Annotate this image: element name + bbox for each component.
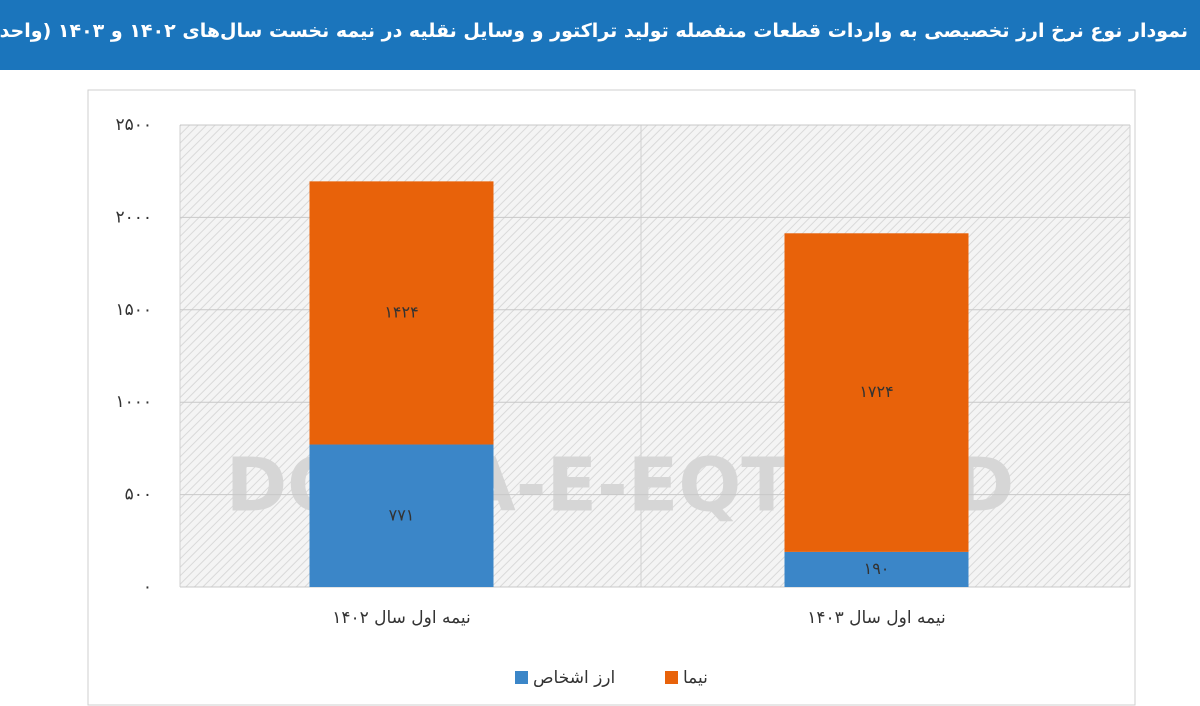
chart-title: نمودار نوع نرخ ارز تخصیصی به واردات قطعا… <box>0 0 1200 70</box>
bar-segment <box>309 181 494 445</box>
data-label: ۷۷۱ <box>389 505 415 524</box>
x-tick-label: نیمه اول سال ۱۴۰۳ <box>807 608 946 628</box>
y-tick-label: ۱۰۰۰ <box>115 392 152 412</box>
legend-swatch <box>665 671 678 684</box>
data-label: ۱۹۰ <box>864 559 890 578</box>
y-tick-label: ۲۵۰۰ <box>115 115 152 135</box>
x-tick-label: نیمه اول سال ۱۴۰۲ <box>332 608 471 628</box>
data-label: ۱۴۲۴ <box>384 302 418 321</box>
legend-swatch <box>515 671 528 684</box>
y-tick-label: ۲۰۰۰ <box>115 207 152 227</box>
bar-segment <box>309 444 494 587</box>
y-tick-label: ۱۵۰۰ <box>115 300 152 320</box>
y-tick-label: ۰ <box>143 577 152 597</box>
y-tick-label: ۵۰۰ <box>125 485 152 505</box>
legend-label: ارز اشخاص <box>533 668 615 688</box>
legend-label: نیما <box>683 668 708 688</box>
bar-segment <box>784 233 969 552</box>
data-label: ۱۷۲۴ <box>859 382 893 401</box>
bar-segment <box>784 551 969 587</box>
